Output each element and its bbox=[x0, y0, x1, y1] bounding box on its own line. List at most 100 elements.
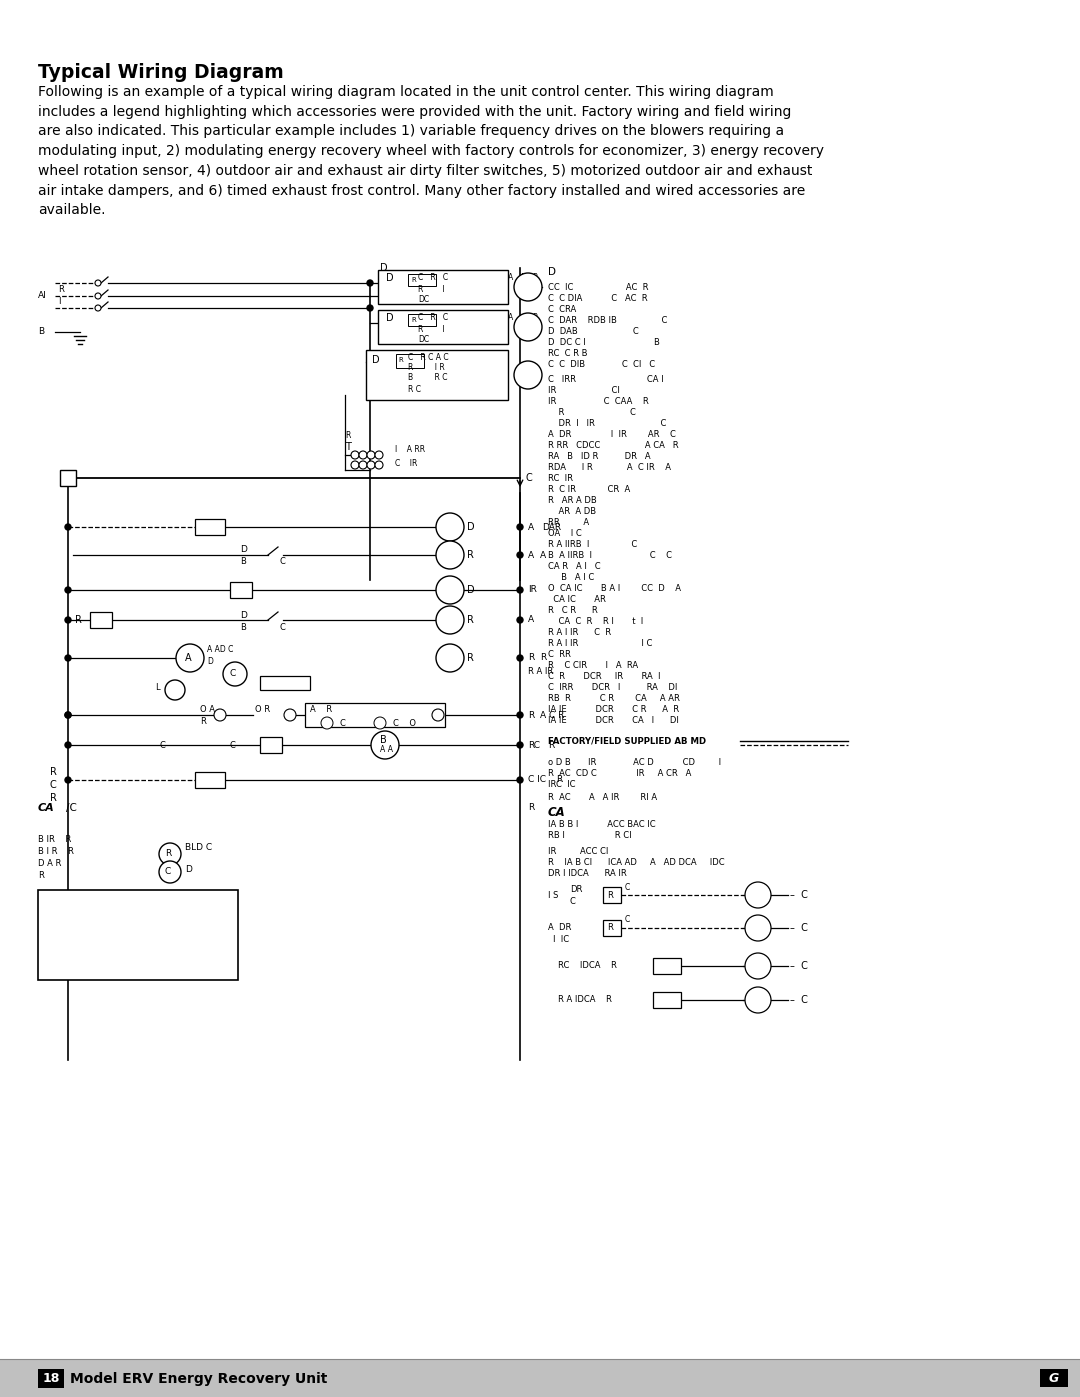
Text: Model ERV Energy Recovery Unit: Model ERV Energy Recovery Unit bbox=[70, 1372, 327, 1386]
Text: A: A bbox=[508, 313, 513, 323]
Circle shape bbox=[367, 279, 373, 286]
Text: FACTORY/FIELD SUPPLIED AB MD: FACTORY/FIELD SUPPLIED AB MD bbox=[548, 738, 706, 746]
Circle shape bbox=[65, 712, 71, 718]
Circle shape bbox=[372, 731, 399, 759]
Text: –  C: – C bbox=[789, 923, 808, 933]
Text: R: R bbox=[532, 313, 538, 323]
Text: C: C bbox=[230, 740, 235, 750]
Text: B: B bbox=[38, 327, 44, 337]
Text: D: D bbox=[372, 355, 380, 365]
Text: CA: CA bbox=[548, 806, 566, 819]
Text: D: D bbox=[185, 866, 192, 875]
Bar bbox=[603, 921, 621, 936]
Bar bbox=[195, 773, 225, 788]
Text: C: C bbox=[625, 883, 631, 891]
Circle shape bbox=[65, 524, 71, 529]
Text: R: R bbox=[556, 775, 563, 785]
Text: RR         A: RR A bbox=[548, 518, 589, 527]
Text: AR  A DB: AR A DB bbox=[548, 507, 596, 515]
Circle shape bbox=[95, 293, 102, 299]
Text: B: B bbox=[380, 735, 387, 745]
Text: D  DC C I                          B: D DC C I B bbox=[548, 338, 660, 346]
Text: C: C bbox=[160, 740, 166, 750]
Text: G: G bbox=[1049, 1372, 1059, 1384]
Bar bbox=[408, 274, 436, 286]
Text: –  C: – C bbox=[789, 890, 808, 900]
Text: C: C bbox=[570, 897, 576, 905]
Bar bbox=[260, 676, 310, 690]
Bar bbox=[195, 520, 225, 535]
Text: I    A RR: I A RR bbox=[395, 446, 426, 454]
Text: IR: IR bbox=[528, 585, 537, 595]
Text: R: R bbox=[50, 793, 57, 803]
Text: B   A I C: B A I C bbox=[548, 573, 594, 583]
Text: R         I R: R I R bbox=[408, 363, 445, 373]
Text: Al: Al bbox=[38, 292, 46, 300]
Circle shape bbox=[351, 451, 359, 460]
Text: RC  IR: RC IR bbox=[548, 474, 573, 483]
Bar bbox=[260, 738, 282, 753]
Text: R: R bbox=[399, 358, 403, 363]
Text: O A: O A bbox=[200, 705, 215, 714]
Text: DC: DC bbox=[418, 335, 429, 345]
Text: B I R    R: B I R R bbox=[38, 848, 73, 856]
Text: C    IR: C IR bbox=[395, 458, 417, 468]
Text: Following is an example of a typical wiring diagram located in the unit control : Following is an example of a typical wir… bbox=[38, 85, 824, 218]
Circle shape bbox=[95, 305, 102, 312]
Text: C: C bbox=[50, 780, 57, 789]
Text: B: B bbox=[240, 623, 246, 631]
Text: C IC: C IC bbox=[528, 775, 546, 785]
Circle shape bbox=[436, 541, 464, 569]
Circle shape bbox=[367, 451, 375, 460]
Circle shape bbox=[436, 513, 464, 541]
Circle shape bbox=[517, 587, 523, 592]
Text: D: D bbox=[467, 522, 474, 532]
Text: T: T bbox=[345, 441, 351, 453]
Bar bbox=[38, 890, 238, 981]
Text: CA IC       AR: CA IC AR bbox=[548, 595, 606, 604]
Text: RA   B   ID R          DR   A: RA B ID R DR A bbox=[548, 453, 650, 461]
Text: C    O: C O bbox=[393, 718, 416, 728]
Text: R  AC  CD C               IR     A CR   A: R AC CD C IR A CR A bbox=[548, 768, 691, 778]
Text: R: R bbox=[607, 923, 613, 933]
Text: R: R bbox=[540, 654, 546, 662]
Text: C  RR: C RR bbox=[548, 650, 571, 659]
Text: I  IC: I IC bbox=[553, 935, 569, 943]
Bar bbox=[396, 353, 424, 367]
Bar bbox=[0, 1359, 1080, 1397]
Circle shape bbox=[351, 461, 359, 469]
Circle shape bbox=[95, 279, 102, 286]
Text: A: A bbox=[540, 550, 546, 560]
Circle shape bbox=[65, 777, 71, 782]
Text: O  CA IC       B A I        CC  D    A: O CA IC B A I CC D A bbox=[548, 584, 681, 592]
Text: R: R bbox=[50, 767, 57, 777]
Text: R A IDCA    R: R A IDCA R bbox=[558, 996, 612, 1004]
Circle shape bbox=[517, 524, 523, 529]
Circle shape bbox=[321, 717, 333, 729]
Text: O R: O R bbox=[255, 705, 270, 714]
Text: B         R C: B R C bbox=[408, 373, 447, 383]
Text: RB  R           C R        CA     A AR: RB R C R CA A AR bbox=[548, 694, 680, 703]
Circle shape bbox=[517, 617, 523, 623]
Text: R   AR A DB: R AR A DB bbox=[548, 496, 597, 504]
Circle shape bbox=[284, 710, 296, 721]
Text: A C R: A C R bbox=[540, 711, 565, 719]
Text: D: D bbox=[240, 610, 247, 619]
Text: R: R bbox=[532, 274, 538, 282]
Text: R: R bbox=[467, 652, 474, 664]
Circle shape bbox=[514, 313, 542, 341]
Circle shape bbox=[65, 712, 71, 718]
Bar bbox=[653, 958, 681, 974]
Text: R  C IR            CR  A: R C IR CR A bbox=[548, 485, 631, 495]
Text: D: D bbox=[380, 263, 388, 272]
Text: R: R bbox=[165, 849, 171, 859]
Text: C  CRA: C CRA bbox=[548, 305, 577, 314]
Text: DR  I   IR                         C: DR I IR C bbox=[548, 419, 666, 427]
Circle shape bbox=[65, 587, 71, 592]
Text: IR         ACC CI: IR ACC CI bbox=[548, 847, 608, 856]
Circle shape bbox=[375, 451, 383, 460]
Text: I: I bbox=[58, 298, 60, 306]
Text: A: A bbox=[528, 550, 535, 560]
Text: R: R bbox=[548, 740, 554, 750]
Text: IA IE           DCR       C R      A  R: IA IE DCR C R A R bbox=[548, 705, 679, 714]
